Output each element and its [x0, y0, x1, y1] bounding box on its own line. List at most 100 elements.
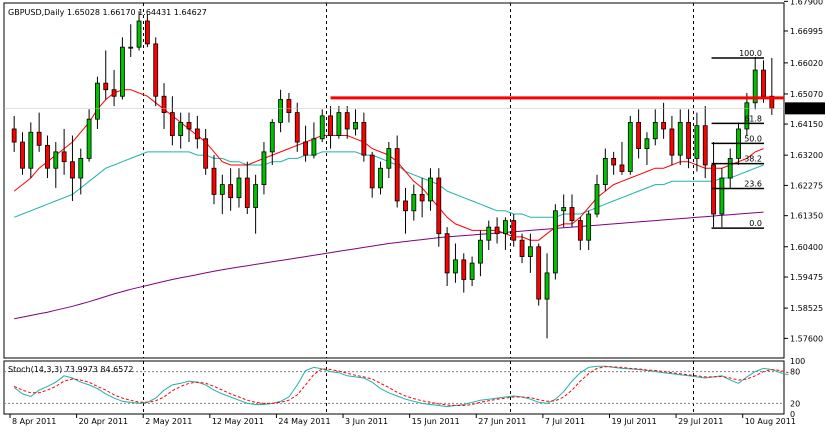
x-tick-label: 27 Jun 2011 — [478, 417, 526, 426]
x-tick-label: 10 Aug 2011 — [745, 417, 796, 426]
bull-candle — [544, 272, 550, 300]
stoch-signal-line — [13, 366, 789, 406]
bear-candle — [61, 151, 67, 163]
bear-candle — [244, 177, 250, 208]
x-tick-label: 20 Apr 2011 — [79, 417, 128, 426]
y-tick-label: 1.63200 — [790, 151, 823, 160]
bear-candle — [286, 99, 292, 114]
bull-candle — [53, 151, 59, 169]
x-tick-label: 15 Jun 2011 — [412, 417, 460, 426]
bear-candle — [103, 82, 109, 91]
bear-candle — [536, 246, 542, 300]
bear-candle — [711, 164, 716, 215]
bull-candle — [561, 207, 567, 212]
bear-candle — [328, 115, 333, 136]
x-tick-label: 19 Jul 2011 — [611, 417, 656, 426]
bear-candle — [369, 154, 375, 189]
stoch-y-tick-label: 100 — [790, 357, 805, 366]
bear-candle — [194, 128, 200, 140]
bull-candle — [336, 112, 342, 136]
bear-candle — [361, 122, 367, 156]
current-price-label: 1.64627 — [788, 104, 821, 113]
bear-candle — [636, 122, 642, 149]
bull-candle — [378, 167, 383, 189]
fib-level-label: 38.2 — [744, 155, 762, 164]
x-tick-label: 7 Jul 2011 — [545, 417, 585, 426]
bull-candle — [727, 158, 733, 179]
bear-candle — [394, 148, 400, 202]
y-tick-label: 1.67900 — [790, 0, 823, 6]
bull-candle — [644, 138, 650, 149]
x-tick-label: 24 May 2011 — [278, 417, 330, 426]
bear-candle — [153, 43, 159, 97]
bear-candle — [569, 207, 575, 221]
fib-level-label: 50.0 — [744, 134, 762, 143]
fib-level-label: 23.6 — [744, 180, 762, 189]
bear-candle — [619, 164, 625, 172]
bull-candle — [677, 122, 683, 156]
bear-candle — [702, 125, 708, 166]
bull-candle — [752, 69, 758, 104]
bear-candle — [444, 233, 450, 274]
bull-candle — [136, 20, 142, 48]
bull-candle — [594, 184, 600, 215]
bull-candle — [86, 118, 92, 159]
x-tick-label: 29 Jul 2011 — [678, 417, 723, 426]
bear-candle — [211, 167, 217, 195]
bull-candle — [453, 259, 458, 274]
bull-candle — [602, 158, 608, 185]
bear-candle — [403, 200, 408, 212]
x-tick-label: 8 Apr 2011 — [12, 417, 56, 426]
y-tick-label: 1.59475 — [790, 273, 823, 282]
bear-candle — [20, 141, 25, 169]
bull-candle — [253, 184, 259, 208]
x-tick-label: 3 Jun 2011 — [345, 417, 388, 426]
stoch-y-tick-label: 80 — [790, 368, 800, 377]
bull-candle — [478, 239, 483, 264]
y-tick-label: 1.66020 — [790, 59, 823, 68]
bull-candle — [627, 122, 633, 172]
bear-candle — [303, 141, 308, 156]
y-tick-label: 1.65070 — [790, 90, 823, 99]
bull-candle — [652, 122, 658, 140]
bull-candle — [469, 262, 475, 280]
bull-candle — [386, 148, 392, 169]
bear-candle — [761, 69, 766, 97]
bear-candle — [344, 112, 350, 130]
y-tick-label: 1.60400 — [790, 243, 823, 252]
bear-candle — [494, 226, 500, 235]
bull-candle — [586, 213, 592, 241]
bear-candle — [661, 122, 666, 130]
bear-candle — [161, 95, 167, 114]
bear-candle — [577, 220, 583, 241]
price-panel-frame — [3, 2, 785, 359]
bull-candle — [719, 177, 725, 215]
fib-level-label: 61.8 — [744, 114, 762, 123]
bull-candle — [744, 102, 750, 130]
bull-candle — [319, 115, 325, 140]
bull-candle — [219, 184, 225, 195]
bull-candle — [527, 246, 533, 257]
bear-candle — [111, 89, 117, 97]
bull-candle — [503, 220, 508, 235]
bull-candle — [28, 131, 34, 169]
y-tick-label: 1.66995 — [790, 27, 823, 36]
bull-candle — [178, 122, 184, 136]
bull-candle — [95, 82, 100, 120]
bear-candle — [511, 220, 517, 241]
bull-candle — [552, 210, 558, 274]
ma-slow-line — [14, 211, 764, 320]
bear-candle — [611, 158, 617, 166]
stoch-y-tick-label: 0 — [790, 410, 795, 419]
bear-candle — [169, 112, 175, 136]
bear-candle — [36, 131, 42, 146]
bear-candle — [186, 122, 192, 130]
bear-candle — [686, 122, 691, 159]
chart-title: GBPUSD,Daily 1.65028 1.66170 1.64431 1.6… — [8, 8, 207, 17]
bull-candle — [694, 125, 700, 159]
x-tick-label: 2 May 2011 — [145, 417, 192, 426]
stoch-y-tick-label: 20 — [790, 399, 800, 408]
bull-candle — [411, 194, 417, 212]
x-tick-label: 12 May 2011 — [212, 417, 264, 426]
